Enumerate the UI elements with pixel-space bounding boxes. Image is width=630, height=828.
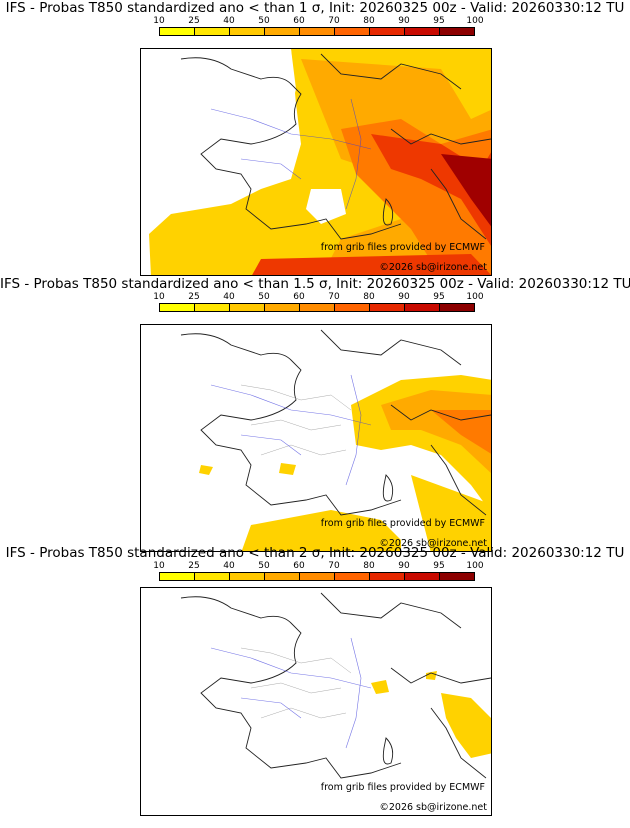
colorbar-segment (370, 573, 405, 580)
colorbar-segment (405, 28, 440, 35)
panel-title: IFS - Probas T850 standardized ano < tha… (5, 0, 625, 16)
tick-label: 25 (188, 292, 200, 302)
colorbar-segment (230, 28, 265, 35)
tick-label: 70 (328, 16, 340, 26)
tick-label: 70 (328, 561, 340, 571)
regional-borders (240, 647, 352, 719)
tick-label: 10 (153, 292, 165, 302)
tick-label: 40 (223, 561, 235, 571)
tick-label: 80 (363, 292, 375, 302)
colorbar-segment (265, 28, 300, 35)
panel-1sigma: IFS - Probas T850 standardized ano < tha… (0, 0, 630, 276)
panel-2sigma: IFS - Probas T850 standardized ano < tha… (0, 545, 630, 828)
colorbar (159, 303, 475, 312)
tick-label: 90 (398, 561, 410, 571)
tick-label: 95 (433, 292, 445, 302)
colorbar (159, 27, 475, 36)
colorbar-segment (300, 28, 335, 35)
rivers (210, 374, 372, 486)
copyright-note: ©2026 sb@irizone.net (379, 262, 487, 273)
colorbar-segment (265, 573, 300, 580)
tick-label: 25 (188, 561, 200, 571)
tick-label: 95 (433, 16, 445, 26)
coastlines (180, 53, 491, 240)
colorbar-ticks: 10 25 40 50 60 70 80 90 95 100 (0, 16, 630, 27)
tick-label: 80 (363, 16, 375, 26)
copyright-note: ©2026 sb@irizone.net (379, 538, 487, 549)
tick-label: 50 (258, 292, 270, 302)
tick-label: 100 (466, 292, 484, 302)
colorbar-segment (160, 304, 195, 311)
tick-label: 70 (328, 292, 340, 302)
colorbar-segment (405, 304, 440, 311)
colorbar (159, 572, 475, 581)
colorbar-segment (335, 28, 370, 35)
colorbar-segment (160, 573, 195, 580)
probability-map: from grib files provided by ECMWF ©2026 … (140, 587, 492, 816)
tick-label: 50 (258, 561, 270, 571)
regional-borders (240, 384, 352, 456)
tick-label: 100 (466, 561, 484, 571)
colorbar-ticks: 10 25 40 50 60 70 80 90 95 100 (0, 292, 630, 303)
tick-label: 80 (363, 561, 375, 571)
tick-label: 25 (188, 16, 200, 26)
rivers (210, 98, 372, 210)
probability-field (199, 375, 491, 551)
colorbar-segment (300, 573, 335, 580)
tick-label: 90 (398, 292, 410, 302)
tick-label: 90 (398, 16, 410, 26)
colorbar-segment (370, 28, 405, 35)
tick-label: 50 (258, 16, 270, 26)
probability-map: from grib files provided by ECMWF ©2026 … (140, 48, 492, 276)
tick-label: 60 (293, 292, 305, 302)
source-credit: from grib files provided by ECMWF (320, 782, 485, 793)
tick-label: 10 (153, 561, 165, 571)
colorbar-segment (230, 573, 265, 580)
coastlines (180, 592, 491, 779)
probability-map: from grib files provided by ECMWF ©2026 … (140, 324, 492, 552)
colorbar-segment (440, 573, 474, 580)
panel-title: IFS - Probas T850 standardized ano < tha… (5, 545, 625, 561)
colorbar-segment (370, 304, 405, 311)
colorbar-segment (265, 304, 300, 311)
colorbar-segment (300, 304, 335, 311)
source-credit: from grib files provided by ECMWF (320, 242, 485, 253)
tick-label: 60 (293, 16, 305, 26)
colorbar-segment (230, 304, 265, 311)
colorbar-segment (160, 28, 195, 35)
colorbar-segment (195, 573, 230, 580)
colorbar-segment (440, 28, 474, 35)
tick-label: 40 (223, 292, 235, 302)
rivers (210, 637, 372, 749)
colorbar-segment (195, 304, 230, 311)
copyright-note: ©2026 sb@irizone.net (379, 802, 487, 813)
colorbar-ticks: 10 25 40 50 60 70 80 90 95 100 (0, 561, 630, 572)
tick-label: 95 (433, 561, 445, 571)
colorbar-segment (335, 573, 370, 580)
tick-label: 10 (153, 16, 165, 26)
panel-1-5sigma: IFS - Probas T850 standardized ano < tha… (0, 276, 630, 552)
coastlines (180, 329, 491, 516)
panel-title: IFS - Probas T850 standardized ano < tha… (0, 276, 630, 292)
source-credit: from grib files provided by ECMWF (320, 518, 485, 529)
tick-label: 100 (466, 16, 484, 26)
colorbar-segment (440, 304, 474, 311)
colorbar-segment (335, 304, 370, 311)
tick-label: 60 (293, 561, 305, 571)
probability-field (371, 671, 491, 758)
colorbar-segment (195, 28, 230, 35)
tick-label: 40 (223, 16, 235, 26)
colorbar-segment (405, 573, 440, 580)
probability-field (141, 49, 491, 275)
